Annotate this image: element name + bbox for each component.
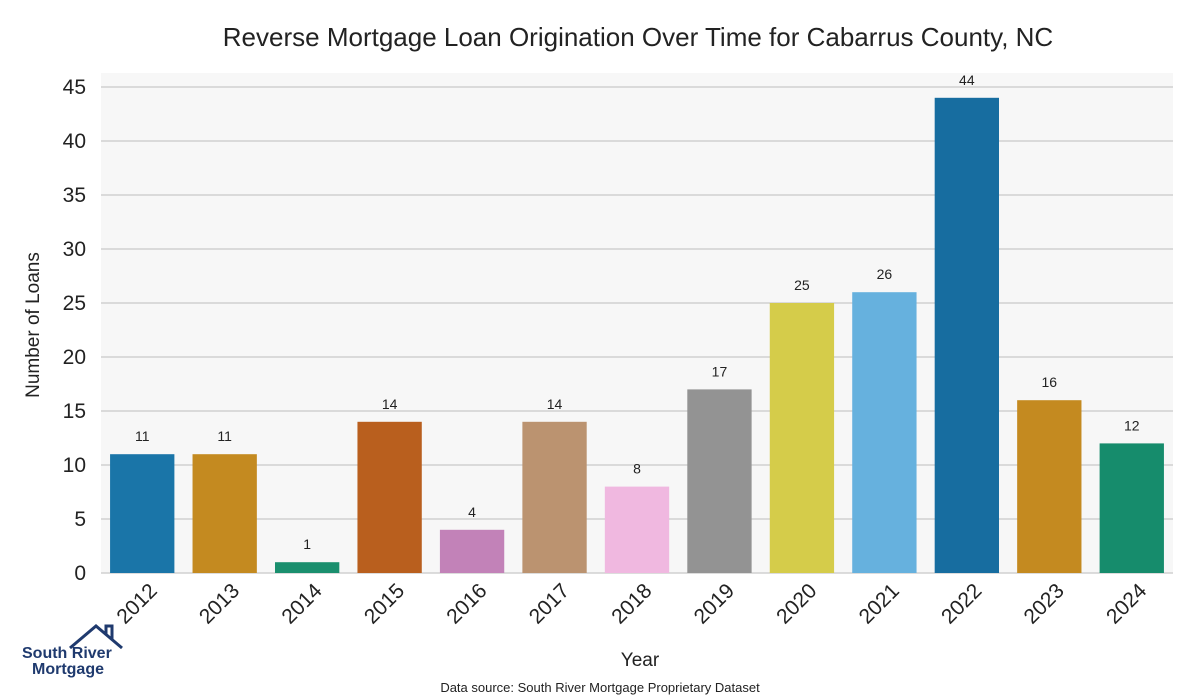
y-tick-label: 30 <box>63 238 86 261</box>
bar <box>604 486 670 573</box>
chart-title: Reverse Mortgage Loan Origination Over T… <box>222 22 1054 52</box>
data-label: 11 <box>217 428 232 444</box>
x-tick-label: 2017 <box>525 579 574 628</box>
data-label: 14 <box>382 396 398 412</box>
y-axis-label: Number of Loans <box>23 252 44 398</box>
bar <box>1017 400 1082 573</box>
y-tick-label: 10 <box>63 454 86 477</box>
x-axis-ticks: 2012 2013 2014 2015 2016 2017 2018 2019 2020 2021… <box>112 579 1151 629</box>
data-label: 8 <box>633 461 641 477</box>
house-roof-icon <box>69 624 123 650</box>
x-tick-label: 2020 <box>772 579 821 628</box>
data-label: 4 <box>468 504 476 520</box>
x-tick-label: 2015 <box>360 579 409 628</box>
data-label: 16 <box>1042 374 1058 390</box>
bar <box>852 292 917 573</box>
x-tick-label: 2019 <box>690 579 739 628</box>
x-tick-label: 2018 <box>607 579 656 628</box>
bar <box>934 97 1000 574</box>
bar <box>274 562 340 573</box>
logo-line-2: Mortgage <box>32 661 104 678</box>
y-tick-label: 25 <box>63 292 86 315</box>
bar <box>1099 443 1164 573</box>
company-logo: South River Mortgage <box>18 620 123 680</box>
data-label: 11 <box>135 428 150 444</box>
y-tick-label: 5 <box>74 508 86 531</box>
x-tick-label: 2013 <box>195 579 244 628</box>
bars <box>110 97 1164 574</box>
x-axis-label: Year <box>620 650 660 671</box>
bar <box>522 421 587 573</box>
data-label: 12 <box>1124 417 1140 433</box>
y-tick-label: 20 <box>63 346 86 369</box>
bar <box>769 303 835 573</box>
data-label: 26 <box>877 266 893 282</box>
x-tick-label: 2023 <box>1020 579 1069 628</box>
y-tick-label: 0 <box>74 562 86 585</box>
data-source-note: Data source: South River Mortgage Propri… <box>440 680 760 695</box>
y-axis-ticks: 0 5 10 15 20 25 30 35 40 45 <box>63 76 86 585</box>
data-label: 17 <box>712 363 728 379</box>
bar <box>687 389 752 573</box>
x-tick-label: 2016 <box>442 579 491 628</box>
data-label: 44 <box>959 72 975 88</box>
x-tick-label: 2021 <box>855 579 904 628</box>
data-label: 1 <box>303 536 311 552</box>
x-tick-label: 2022 <box>937 579 986 628</box>
y-tick-label: 35 <box>63 184 86 207</box>
y-tick-label: 45 <box>63 76 86 99</box>
bar <box>110 454 175 573</box>
y-tick-label: 15 <box>63 400 86 423</box>
bar <box>357 421 422 573</box>
bar <box>192 454 257 573</box>
y-tick-label: 40 <box>63 130 86 153</box>
x-tick-label: 2024 <box>1102 579 1152 629</box>
data-label: 25 <box>794 277 810 293</box>
data-label: 14 <box>547 396 563 412</box>
x-tick-label: 2014 <box>277 579 327 629</box>
logo-line-1: South River <box>22 645 112 662</box>
bar <box>439 529 505 573</box>
